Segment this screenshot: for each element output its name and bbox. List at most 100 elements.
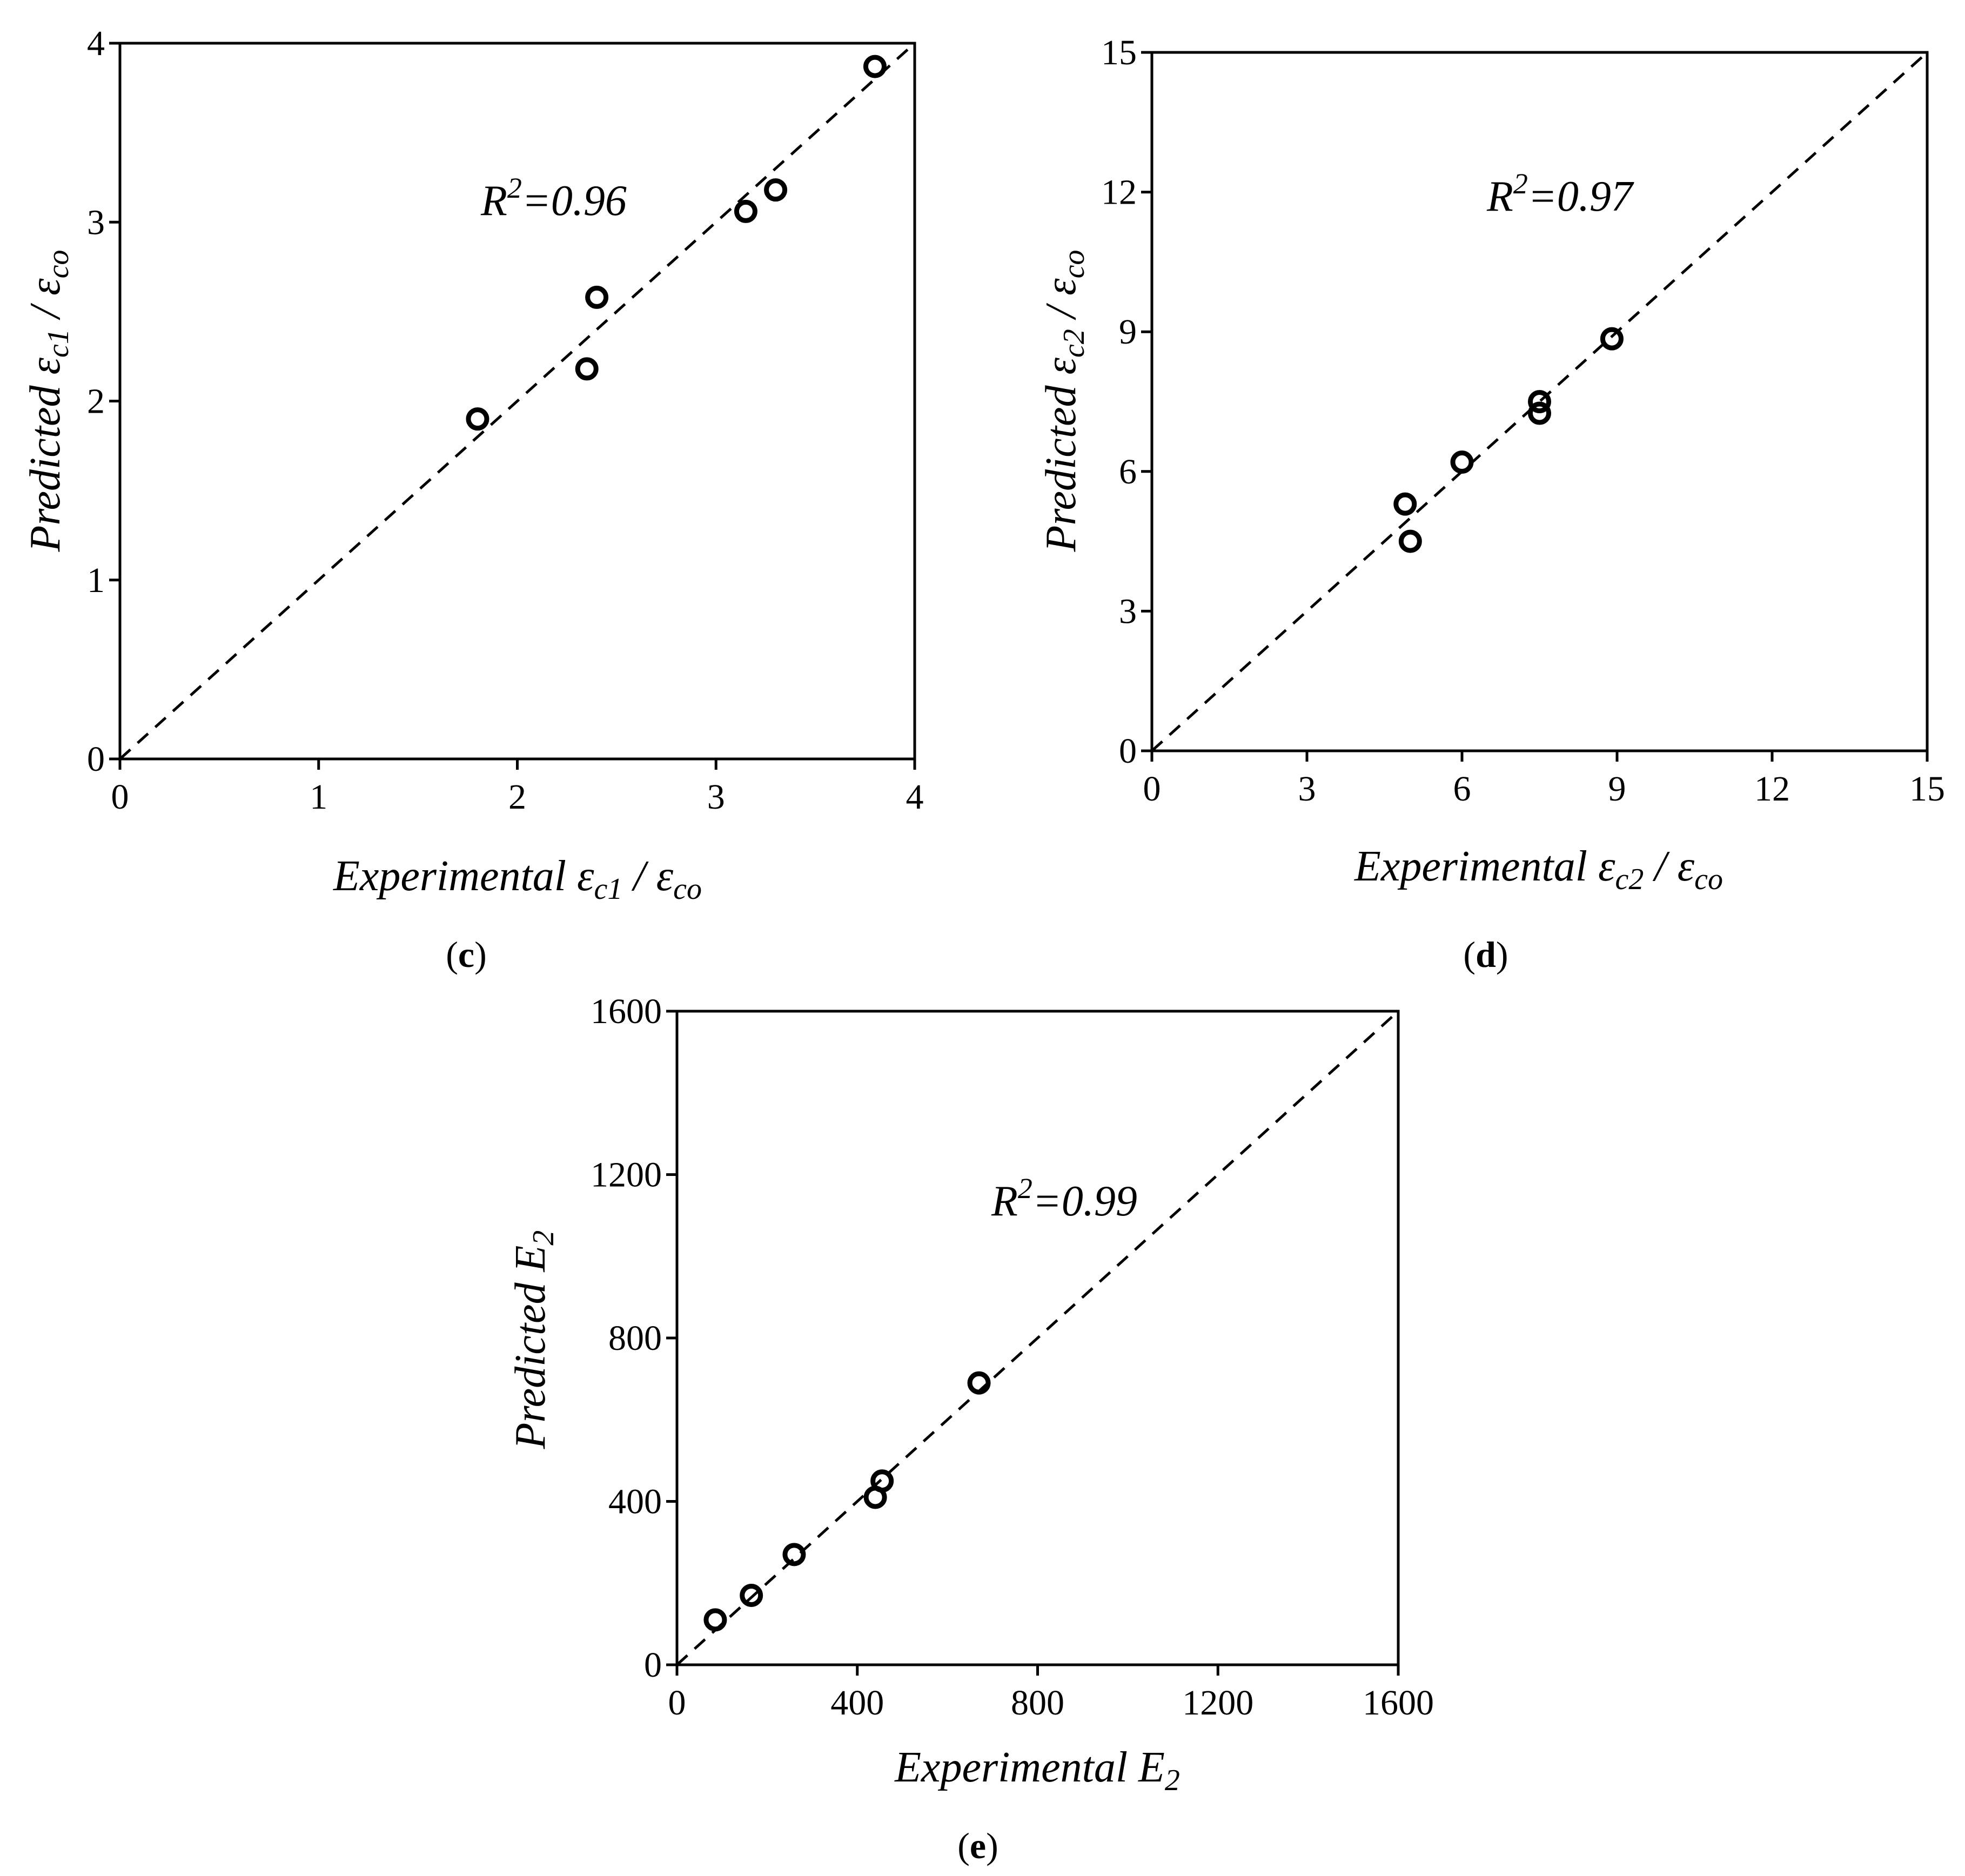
panel-e-y-tick-label: 400 <box>608 1482 662 1522</box>
panel-d-x-axis-title: Experimental εc2 / εco <box>1354 843 1723 896</box>
panel-c-label: (c) <box>446 934 487 975</box>
panel-c-y-axis-title-prefix: Predicted <box>22 375 69 553</box>
panel-e-x-axis-title-prefix: Experimental <box>894 1744 1138 1791</box>
panel-d-y-axis-title-subscript: c2 <box>1057 329 1091 358</box>
panel-d-data-point <box>1398 529 1422 553</box>
panel-d-label: (d) <box>1463 934 1508 975</box>
panel-c-label-letter: c <box>458 934 474 975</box>
panel-e-data-point <box>967 1371 991 1395</box>
panel-c-x-axis-title-symbol: ε <box>577 852 594 900</box>
panel-d-r-squared-base: R <box>1486 173 1513 220</box>
panel-c-x-tick-label: 0 <box>111 777 129 817</box>
panel-e-y-tick-label: 1200 <box>591 1155 662 1195</box>
panel-c-y-tick-label: 0 <box>87 739 105 779</box>
panel-d-x-axis-title-symbol2: ε <box>1678 843 1695 890</box>
panel-c-y-axis-title-subscript: c1 <box>42 329 75 358</box>
panel-d-x-tick-label: 0 <box>1143 769 1161 809</box>
panel-e-data-point <box>740 1583 763 1607</box>
panel-e-y-tick-label: 0 <box>644 1645 662 1685</box>
panel-c-x-tick-label: 1 <box>310 777 327 817</box>
panel-d-y-axis-title-prefix: Predicted <box>1037 375 1085 553</box>
panel-c-x-tick-label: 2 <box>508 777 526 817</box>
panel-c-y-tick-label: 3 <box>87 203 105 242</box>
panel-e-x-axis-title-symbol: E <box>1138 1744 1165 1791</box>
panel-d-x-axis-title-subscript2: co <box>1694 863 1723 896</box>
panel-c-x-axis-title-subscript2: co <box>673 872 702 906</box>
panel-c-x-axis-title-symbol2: ε <box>656 852 674 900</box>
panel-d-plot-frame <box>1150 51 1929 752</box>
panel-c-data-point <box>585 285 609 309</box>
panel-d-reference-line <box>1151 51 1928 752</box>
panel-d-x-tick-label: 12 <box>1754 769 1790 809</box>
panel-d-label-open: ( <box>1463 934 1476 975</box>
panel-c-x-axis-title-separator: / <box>622 852 656 900</box>
panel-c-r-squared-value: =0.96 <box>522 177 627 225</box>
panel-e-label-close: ) <box>986 1825 998 1866</box>
panel-d-y-axis-title-symbol: ε <box>1037 358 1085 375</box>
panel-d-x-tick-label: 15 <box>1909 769 1945 809</box>
panel-e-chart: 0 400 800 1200 1600040080012001600R2=0.99Exp… <box>507 992 1434 1866</box>
panel-c-y-axis-title-separator: / <box>22 295 69 329</box>
panel-c-y-tick-label: 4 <box>87 24 105 63</box>
panel-e-data-point <box>870 1469 894 1493</box>
panel-d-r-squared: R2=0.97 <box>1486 167 1634 220</box>
panel-d-chart: 0 3 6 9 12 15 0 3 6 9 12 15 R2=0.97 Experimental εc2 … <box>1037 33 1945 975</box>
panel-e-r-squared-value: =0.99 <box>1032 1178 1137 1225</box>
panel-d-y-axis-title-separator: / <box>1037 295 1085 329</box>
panel-c-x-axis-title: Experimental εc1 / εco <box>333 852 702 906</box>
panel-d-r-squared-value: =0.97 <box>1528 173 1634 220</box>
panel-d-x-axis-title-symbol: ε <box>1598 843 1615 890</box>
panel-c-x-tick-label: 4 <box>906 777 924 817</box>
panel-d-y-tick-label: 6 <box>1119 452 1137 492</box>
panel-e-label: (e) <box>957 1825 998 1866</box>
panel-e-y-tick-label: 1600 <box>591 992 662 1031</box>
panel-c-y-axis-title-subscript2: co <box>42 250 75 278</box>
panel-d-label-letter: d <box>1476 934 1496 975</box>
panel-c-y-tick-label: 2 <box>87 382 105 421</box>
panel-e-x-tick-label: 400 <box>830 1683 884 1723</box>
panel-d-x-axis-title-separator: / <box>1644 843 1677 890</box>
panel-e-x-axis-title: Experimental E2 <box>894 1744 1180 1797</box>
panel-d-y-axis-title-subscript2: co <box>1057 250 1091 278</box>
panel-c-x-tick-label: 3 <box>707 777 725 817</box>
panel-c-r-squared-sup: 2 <box>507 172 522 204</box>
panel-c-data-point <box>764 178 788 202</box>
panel-e-label-open: ( <box>957 1825 970 1866</box>
panel-d-data-point <box>1528 401 1551 425</box>
panel-e-x-tick-label: 1200 <box>1182 1683 1253 1723</box>
panel-c-x-axis-title-prefix: Experimental <box>333 852 577 900</box>
panel-e-y-tick-label: 800 <box>608 1319 662 1358</box>
panel-d-x-axis-title-subscript: c2 <box>1615 863 1644 896</box>
panel-d-data-point <box>1450 450 1474 474</box>
panel-c-label-close: ) <box>474 934 487 975</box>
panel-d-y-axis-title-symbol2: ε <box>1037 278 1085 295</box>
panel-d-data-point <box>1393 492 1417 516</box>
panel-c-x-axis-title-subscript: c1 <box>594 872 623 906</box>
panel-d-y-tick-label: 15 <box>1101 33 1137 72</box>
panel-e-r-squared-sup: 2 <box>1018 1172 1032 1205</box>
panel-c-label-open: ( <box>446 934 458 975</box>
panel-c-data-point <box>575 357 599 381</box>
panel-e-x-tick-label: 0 <box>668 1683 686 1723</box>
panel-e-data-point <box>782 1543 806 1566</box>
panel-d-label-close: ) <box>1496 934 1508 975</box>
panel-d-x-tick-label: 3 <box>1298 769 1316 809</box>
panel-d-x-axis-title-prefix: Experimental <box>1354 843 1598 890</box>
panel-c-reference-line <box>119 42 916 760</box>
panel-d-y-tick-label: 12 <box>1101 173 1137 212</box>
panel-c-y-axis-title-symbol: ε <box>22 358 69 375</box>
panel-c-y-axis-title-symbol2: ε <box>22 278 69 295</box>
panel-c-y-tick-label: 1 <box>87 561 105 600</box>
panel-c-data-point <box>863 55 887 78</box>
panel-e-x-axis-title-subscript: 2 <box>1165 1764 1180 1797</box>
panel-c-data-point <box>466 407 489 431</box>
panel-e-label-letter: e <box>970 1825 986 1866</box>
panel-c-data-point <box>734 199 757 223</box>
panel-c-y-axis-title: Predicted εc1 / εco <box>22 250 75 552</box>
panel-e-x-tick-label: 800 <box>1011 1683 1064 1723</box>
panel-e-reference-line <box>676 1010 1399 1666</box>
panel-e-y-axis-title-subscript: 2 <box>527 1231 560 1246</box>
panel-d-x-tick-label: 6 <box>1453 769 1471 809</box>
panel-e-x-tick-label: 1600 <box>1363 1683 1434 1723</box>
panel-d-data-point <box>1600 327 1624 351</box>
